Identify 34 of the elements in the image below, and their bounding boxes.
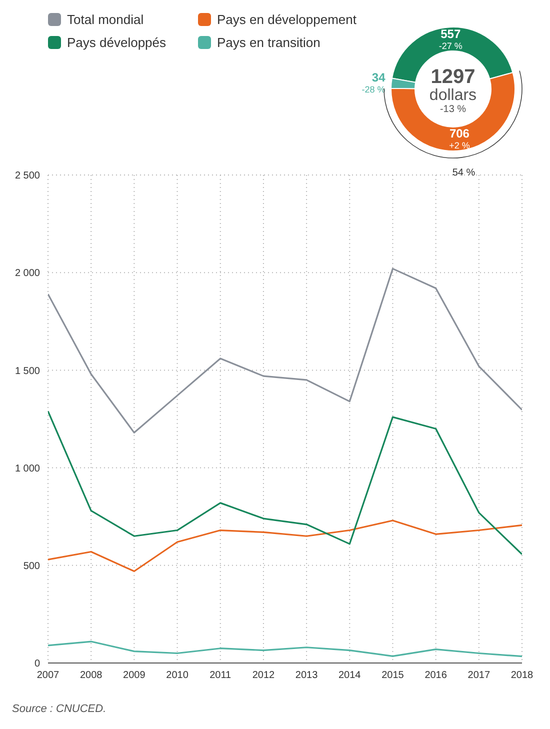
y-tick-label: 2 500 [14, 170, 40, 182]
x-tick-label: 2016 [424, 670, 448, 682]
x-tick-label: 2012 [252, 670, 276, 682]
x-tick-label: 2018 [510, 670, 534, 682]
x-tick-label: 2014 [338, 670, 362, 682]
x-tick-label: 2008 [80, 670, 103, 682]
data-label: 34 -28 % [362, 70, 386, 95]
x-tick-label: 2015 [382, 670, 404, 682]
y-tick-label: 500 [23, 560, 40, 572]
y-tick-label: 1 500 [14, 366, 40, 377]
y-tick-label: 1 000 [14, 463, 40, 474]
x-tick-label: 2009 [123, 670, 146, 682]
x-tick-label: 2013 [295, 670, 318, 682]
source-note: Source : CNUCED. [12, 703, 106, 715]
legend-label: Total mondial [67, 12, 144, 27]
x-tick-label: 2010 [166, 670, 189, 682]
text: 1297 [430, 66, 476, 88]
x-tick-label: 2011 [210, 670, 232, 682]
line-series [48, 410, 522, 556]
data-label: 706 +2 % [449, 126, 470, 151]
x-tick-label: 2017 [468, 670, 490, 682]
annotation: 54 % [452, 167, 476, 178]
y-tick-label: 2 000 [14, 268, 40, 280]
text: dollars [429, 87, 477, 104]
legend-label: Pays en développement [217, 12, 356, 27]
y-tick-label: 0 [34, 658, 40, 670]
line-series [48, 640, 522, 658]
line-series [48, 520, 522, 572]
legend-label: Pays en transition [217, 35, 320, 50]
text: -13 % [440, 104, 466, 115]
data-label: 557 -27 % [438, 27, 462, 52]
x-tick-label: 2007 [36, 670, 60, 682]
legend-label: Pays développés [67, 35, 166, 50]
line-series [48, 268, 522, 434]
